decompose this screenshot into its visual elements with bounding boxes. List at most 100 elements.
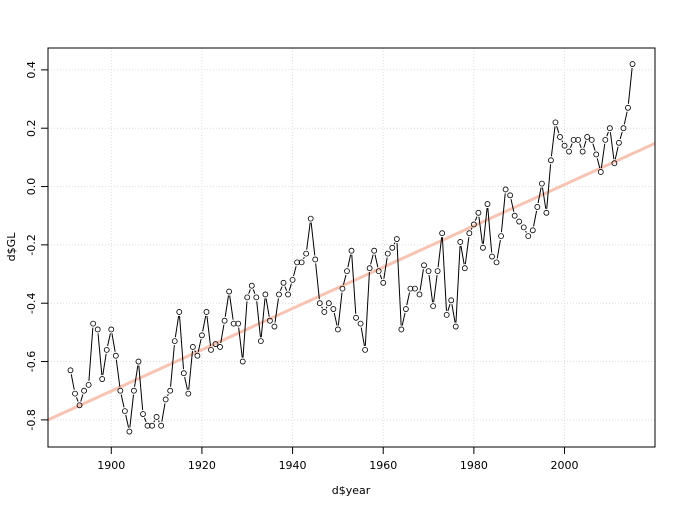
point (443, 311, 450, 318)
point (344, 268, 350, 275)
point (561, 142, 568, 149)
connector (170, 345, 175, 387)
point (99, 376, 106, 382)
point (325, 300, 332, 307)
x-tick-label: 1920 (188, 459, 216, 472)
point (579, 148, 586, 155)
connector (265, 298, 270, 317)
connector (188, 350, 193, 390)
point (176, 309, 183, 315)
connector (315, 263, 320, 300)
connector (70, 374, 75, 390)
connector (111, 333, 116, 352)
point (189, 344, 196, 350)
point (185, 390, 192, 397)
point (402, 306, 409, 312)
point (362, 346, 368, 353)
plot-frame (47, 47, 656, 448)
connector (619, 131, 623, 140)
point (212, 341, 219, 347)
connector (238, 327, 243, 358)
point (412, 285, 418, 292)
connector (510, 199, 515, 212)
point (307, 215, 314, 222)
point (516, 218, 523, 225)
point (253, 294, 260, 301)
point (588, 136, 595, 143)
point (448, 297, 455, 304)
connector (242, 301, 248, 358)
connector (138, 365, 144, 411)
point (149, 422, 155, 429)
connector (600, 143, 606, 169)
point (398, 326, 405, 333)
point (117, 387, 124, 394)
connector (303, 256, 305, 260)
connector (478, 216, 483, 244)
point (552, 119, 559, 126)
connector (153, 420, 156, 423)
point (421, 262, 427, 269)
point (461, 265, 468, 272)
connector (451, 304, 456, 323)
point (271, 323, 278, 330)
point (389, 244, 396, 251)
point (384, 250, 391, 257)
point (235, 320, 242, 327)
point (321, 309, 328, 315)
connector (606, 131, 609, 137)
point (280, 279, 287, 286)
connector (306, 222, 311, 250)
point (267, 317, 273, 324)
connector (364, 272, 370, 346)
connector (482, 207, 488, 244)
connector (288, 283, 292, 291)
connector (441, 237, 447, 311)
connector (129, 394, 134, 428)
point (538, 180, 545, 187)
point (72, 390, 78, 397)
x-tick-label: 1980 (460, 459, 488, 472)
connector (525, 230, 527, 233)
connector (537, 187, 542, 204)
connector (167, 394, 169, 397)
connector (541, 187, 547, 209)
connector (550, 126, 556, 157)
point (484, 201, 491, 207)
point (221, 317, 228, 324)
point (140, 411, 146, 417)
connector (396, 243, 402, 326)
point (416, 291, 423, 298)
point (135, 358, 142, 365)
connector (157, 420, 160, 423)
point (430, 303, 436, 310)
point (226, 288, 233, 295)
point (366, 265, 373, 272)
x-tick-label: 1940 (279, 459, 307, 472)
connector (428, 275, 434, 303)
connector (342, 274, 347, 285)
point (199, 332, 205, 339)
connector (206, 315, 212, 346)
connector (252, 289, 256, 294)
point (584, 134, 591, 140)
point (285, 291, 291, 298)
connector (592, 143, 596, 151)
connector (248, 289, 251, 294)
point (330, 306, 337, 312)
point (103, 346, 110, 353)
connector (197, 339, 202, 352)
point (393, 236, 400, 242)
connector (474, 216, 478, 221)
point (153, 414, 160, 420)
connector (220, 324, 225, 344)
point (239, 358, 246, 365)
point (575, 136, 582, 143)
connector (437, 237, 443, 268)
point (602, 136, 609, 143)
point (144, 422, 151, 429)
x-axis-label: d$year (332, 484, 371, 497)
point (90, 320, 97, 327)
connector (120, 394, 125, 408)
connector (419, 269, 424, 291)
